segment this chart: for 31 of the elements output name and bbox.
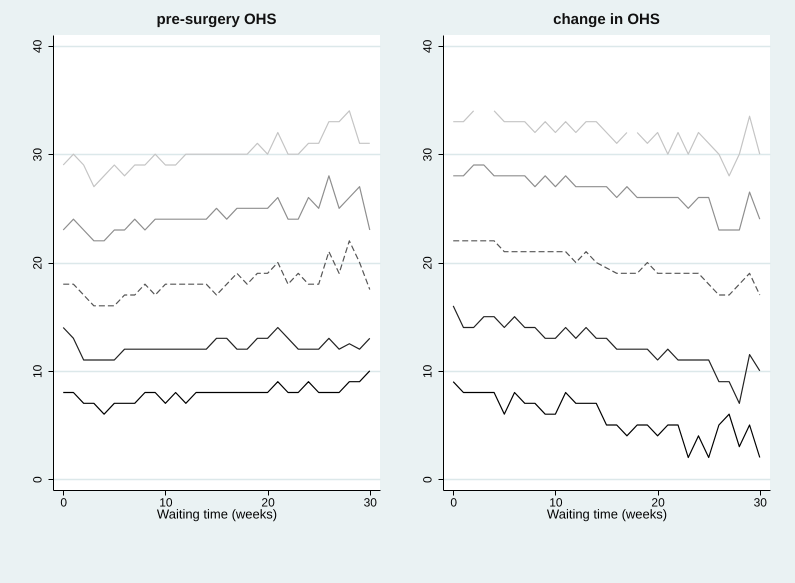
y-tick-label: 10 (30, 364, 44, 378)
line-series (62, 240, 370, 306)
x-axis-title: Waiting time (weeks) (156, 506, 278, 522)
x-tick-label: 0 (450, 496, 458, 510)
line-series (62, 110, 370, 188)
line-series (62, 326, 370, 361)
x-tick-label: 20 (261, 496, 276, 510)
line-series (62, 370, 370, 415)
y-tick-label: 20 (30, 256, 44, 270)
line-series (62, 175, 370, 242)
y-tick-label: 10 (420, 364, 434, 378)
line-series (452, 240, 760, 296)
y-tick-label: 30 (420, 148, 434, 162)
x-tick-label: 30 (754, 496, 768, 510)
y-tick-label: 0 (30, 476, 44, 484)
x-tick-label: 20 (651, 496, 666, 510)
chart-title: change in OHS (553, 11, 660, 28)
chart-title: pre-surgery OHS (156, 11, 277, 28)
line-series (452, 305, 760, 404)
y-tick-label: 0 (420, 476, 434, 484)
y-tick-label: 40 (420, 39, 434, 54)
y-tick-label: 40 (30, 39, 44, 54)
line-series (452, 164, 760, 231)
x-axis-title: Waiting time (weeks) (546, 506, 668, 522)
x-tick-label: 10 (159, 496, 173, 510)
y-tick-label: 30 (30, 148, 44, 162)
y-tick-label: 20 (420, 256, 434, 270)
x-tick-label: 30 (364, 496, 378, 510)
x-tick-label: 10 (549, 496, 563, 510)
x-tick-label: 0 (60, 496, 68, 510)
line-series (452, 381, 760, 458)
